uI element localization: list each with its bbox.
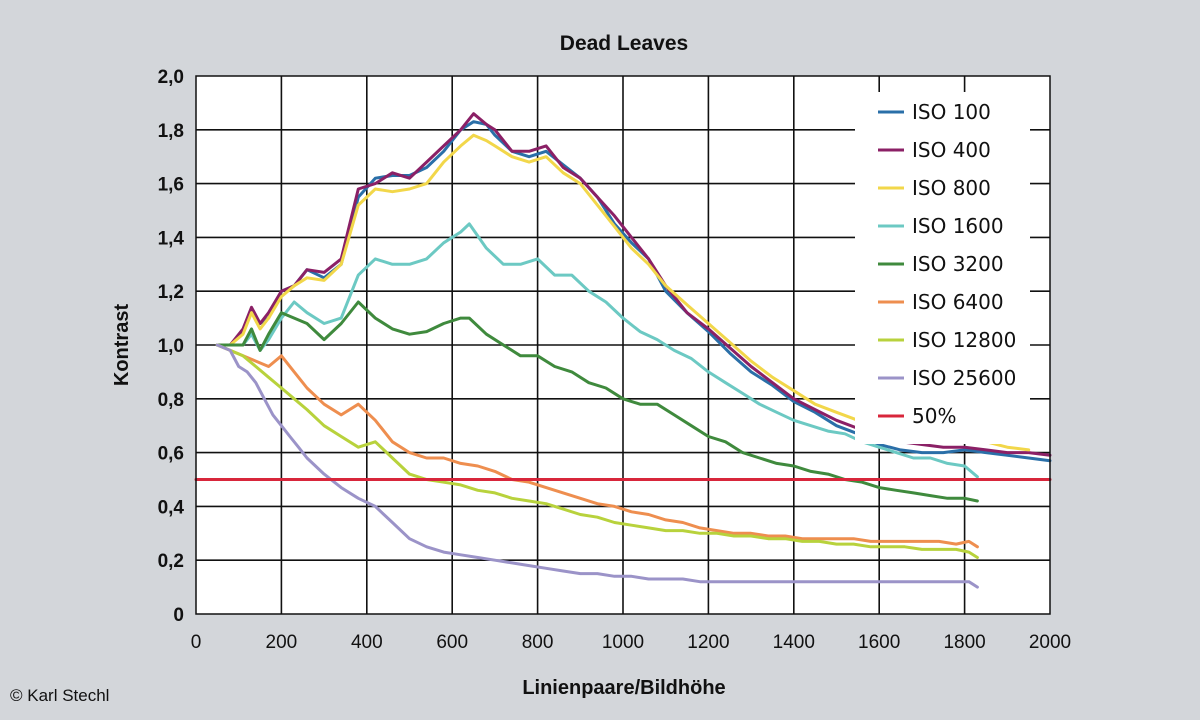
x-tick-label: 1000 [602, 632, 644, 653]
series-line-iso-25600 [215, 343, 979, 589]
plot-border [195, 75, 1051, 615]
legend-label: ISO 25600 [912, 366, 1016, 390]
y-tick-label: 1,8 [158, 121, 184, 142]
legend-label: ISO 12800 [912, 328, 1016, 352]
y-tick-label: 0,6 [158, 444, 184, 465]
x-tick-label: 1600 [858, 632, 900, 653]
series-line-iso-12800 [215, 343, 979, 559]
x-tick-label: 1400 [773, 632, 815, 653]
x-tick-label: 400 [351, 632, 383, 653]
legend-label: ISO 100 [912, 100, 991, 124]
x-tick-label: 2000 [1029, 632, 1071, 653]
y-tick-label: 1,4 [158, 228, 185, 249]
copyright-credit: © Karl Stechl [10, 686, 110, 705]
y-tick-label: 1,6 [158, 175, 184, 196]
y-tick-label: 0,8 [158, 390, 184, 411]
legend-label: ISO 3200 [912, 252, 1004, 276]
y-axis-label: Kontrast [111, 304, 133, 387]
y-tick-labels: 0 0,2 0,4 0,6 0,8 1,0 1,2 1,4 1,6 1,8 2,0 [158, 67, 185, 626]
y-tick-label: 1,0 [158, 336, 184, 357]
chart-title: Dead Leaves [560, 32, 688, 55]
legend-label: ISO 400 [912, 138, 991, 162]
x-tick-label: 600 [436, 632, 468, 653]
y-tick-label: 1,2 [158, 282, 184, 303]
legend-label: 50% [912, 404, 956, 428]
series-line-iso-1600 [215, 222, 979, 479]
x-tick-label: 1200 [687, 632, 729, 653]
y-tick-label: 0,2 [158, 551, 184, 572]
legend-label: ISO 800 [912, 176, 991, 200]
x-axis-label: Linienpaare/Bildhöhe [522, 677, 725, 699]
x-tick-labels: 0 200 400 600 800 1000 1200 1400 1600 1800 2000 [191, 632, 1071, 653]
y-tick-label: 0,4 [158, 497, 185, 518]
series-line-iso-6400 [215, 343, 979, 549]
legend-label: ISO 6400 [912, 290, 1004, 314]
legend: ISO 100 ISO 400 ISO 800 ISO 1600 ISO 3200 ISO… [878, 100, 1016, 428]
legend-label: ISO 1600 [912, 214, 1004, 238]
y-tick-label: 2,0 [158, 67, 184, 88]
x-tick-label: 1800 [943, 632, 985, 653]
y-tick-label: 0 [173, 605, 184, 626]
x-tick-label: 200 [266, 632, 298, 653]
x-tick-label: 0 [191, 632, 202, 653]
x-tick-label: 800 [522, 632, 554, 653]
